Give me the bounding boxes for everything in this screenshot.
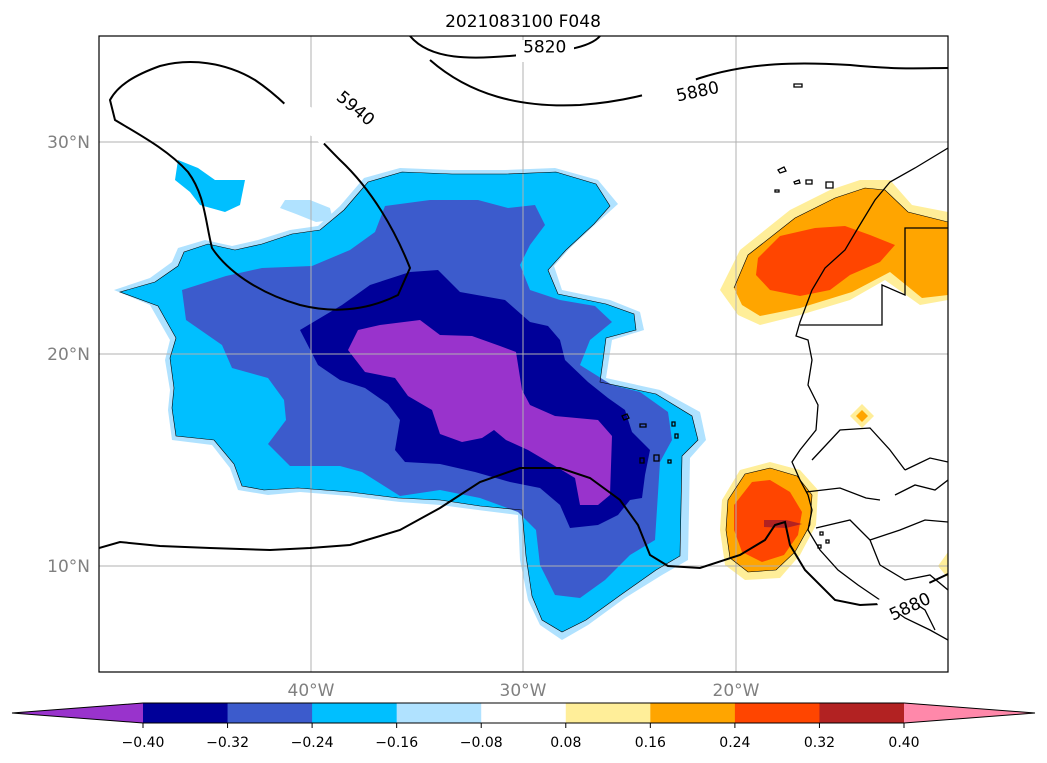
colorbar-tick-label-2: −0.24 <box>291 735 334 751</box>
anomaly-band-purple <box>348 320 612 505</box>
colorbar-tick-label-7: 0.24 <box>719 735 750 751</box>
contour-5880-south <box>99 467 948 607</box>
lon-tick-40w: 40°W <box>288 681 335 701</box>
colorbar-segment-3 <box>396 703 482 723</box>
positive-edge-outline-south <box>725 467 813 573</box>
negative-anomaly-field <box>114 160 706 640</box>
negative-edge-outline <box>119 171 699 633</box>
colorbar-tick-labels: −0.40 −0.32 −0.24 −0.16 −0.08 0.08 0.16 0.24 0.3… <box>122 723 920 751</box>
contour-label-backgrounds <box>279 40 937 621</box>
canary-islands <box>774 83 834 193</box>
gridlines <box>99 36 948 672</box>
anomaly-edge-outlines <box>119 171 948 633</box>
lon-tick-20w: 20°W <box>713 681 760 701</box>
inland-border-2 <box>879 564 948 591</box>
colorbar-tick-label-3: −0.16 <box>375 735 418 751</box>
longitude-tick-labels: 40°W 30°W 20°W <box>288 681 760 701</box>
colorbar-segment-6 <box>650 703 736 723</box>
height-contours <box>99 36 948 607</box>
colorbar-tick-label-8: 0.32 <box>804 735 835 751</box>
anomaly-small-cyan-patch <box>175 160 245 212</box>
anomaly-small-orange-diamond <box>856 410 868 422</box>
colorbar-segment-0 <box>143 703 229 723</box>
colorbar-extend-low <box>12 703 143 723</box>
positive-edge-outline-north <box>733 187 948 289</box>
anomaly-band-red-orange-north <box>756 226 895 296</box>
colorbar-tick-label-1: −0.32 <box>206 735 249 751</box>
anomaly-small-yellow-east <box>938 552 948 578</box>
inland-border-5 <box>894 479 948 496</box>
colorbar-segment-4 <box>481 703 567 723</box>
western-sahara-border <box>800 227 948 326</box>
colorbar-tick-label-4: −0.08 <box>460 735 503 751</box>
lon-tick-30w: 30°W <box>500 681 547 701</box>
contour-5880-north <box>429 59 948 107</box>
lat-tick-30n: 30°N <box>47 133 90 153</box>
latitude-tick-labels: 30°N 20°N 10°N <box>47 133 90 577</box>
colorbar <box>11 702 1036 724</box>
anomaly-small-light-patch <box>280 200 333 222</box>
positive-anomaly-field <box>720 180 948 580</box>
cape-verde-islands <box>621 413 679 464</box>
colorbar-segment-2 <box>312 703 398 723</box>
colorbar-segment-7 <box>734 703 820 723</box>
colorbar-extend-high <box>904 703 1035 723</box>
map-frame <box>98 35 949 673</box>
bijagos-islands <box>817 531 830 549</box>
chart-title: 2021083100 F048 <box>445 12 601 32</box>
colorbar-segment-1 <box>227 703 313 723</box>
inland-border-1 <box>904 457 948 471</box>
colorbar-segment-5 <box>565 703 651 723</box>
guinea-border <box>815 519 881 566</box>
mauritania-border <box>811 427 906 471</box>
contour-5940 <box>108 61 412 311</box>
lat-tick-20n: 20°N <box>47 345 90 365</box>
inland-border-3 <box>869 519 948 541</box>
lat-tick-10n: 10°N <box>47 557 90 577</box>
coastlines-and-borders <box>621 83 948 641</box>
colorbar-segment-8 <box>819 703 905 723</box>
senegal-border <box>805 487 881 501</box>
colorbar-tick-label-0: −0.40 <box>122 735 165 751</box>
colorbar-tick-label-5: 0.08 <box>550 735 581 751</box>
colorbar-tick-label-9: 0.40 <box>888 735 919 751</box>
colorbar-tick-label-6: 0.16 <box>635 735 666 751</box>
contour-label-0: 5820 <box>523 38 566 58</box>
africa-coastline <box>791 147 948 641</box>
